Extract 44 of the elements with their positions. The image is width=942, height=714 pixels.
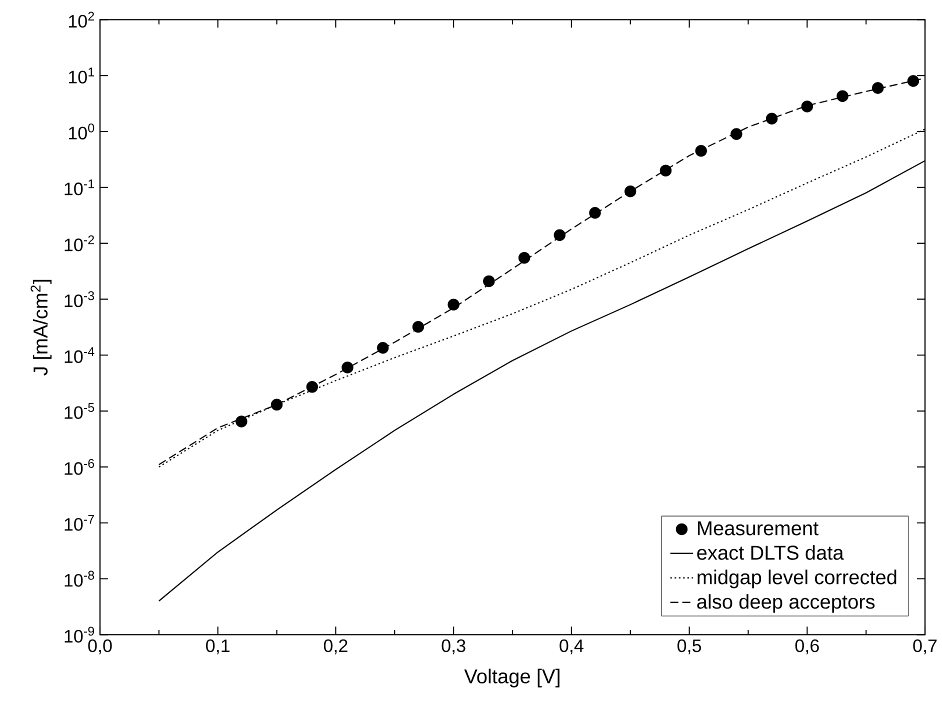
point: [836, 90, 848, 102]
x-tick-label: 0,7: [913, 639, 937, 654]
y-tick-label: 10$^{-8}$: [64, 570, 94, 587]
point: [907, 75, 920, 87]
y-tick-label: 10$^{1}$: [68, 68, 94, 84]
point: [270, 398, 283, 411]
point: [801, 100, 814, 112]
legend-label: also deep acceptors: [697, 594, 875, 613]
point: [306, 381, 318, 393]
point: [624, 185, 636, 198]
point: [589, 207, 601, 219]
y-tick-label: 10$^{-5}$: [64, 403, 94, 419]
y-tick-label: 10$^{-1}$: [64, 179, 94, 196]
y-tick-label: 10$^{-4}$: [64, 347, 94, 364]
point: [766, 112, 778, 124]
point: [376, 342, 389, 354]
point: [342, 362, 354, 374]
x-axis-title: Voltage [V]: [464, 668, 560, 688]
x-tick-label: 0,4: [560, 639, 584, 654]
point: [730, 128, 742, 140]
x-tick-label: 0,3: [442, 639, 466, 654]
y-tick-label: 10$^{-3}$: [64, 291, 94, 308]
point: [660, 164, 672, 176]
point: [554, 229, 566, 242]
point: [695, 145, 707, 157]
legend-label: Measurement: [698, 521, 818, 536]
point: [518, 252, 530, 264]
legend-label: midgap level corrected: [698, 570, 896, 588]
legend-label: exact DLTS data: [697, 545, 844, 560]
point: [448, 298, 460, 310]
y-tick-label: 10$^{-7}$: [64, 514, 94, 531]
y-tick-label: 10$^{0}$: [68, 124, 94, 140]
point: [236, 416, 248, 428]
x-tick-label: 0,2: [324, 639, 348, 654]
y-axis-title: J [mA/cm$^{2}$]: [30, 280, 52, 376]
y-tick-label: 10$^{2}$: [68, 12, 94, 28]
point: [412, 321, 424, 333]
x-tick-label: 0,6: [795, 639, 819, 654]
point: [483, 275, 495, 288]
y-tick-label: 10$^{-6}$: [64, 458, 94, 475]
point: [872, 82, 884, 94]
y-tick-label: 10$^{-2}$: [64, 235, 94, 252]
x-tick-label: 0,1: [206, 639, 230, 654]
x-tick-label: 0,5: [677, 639, 702, 654]
